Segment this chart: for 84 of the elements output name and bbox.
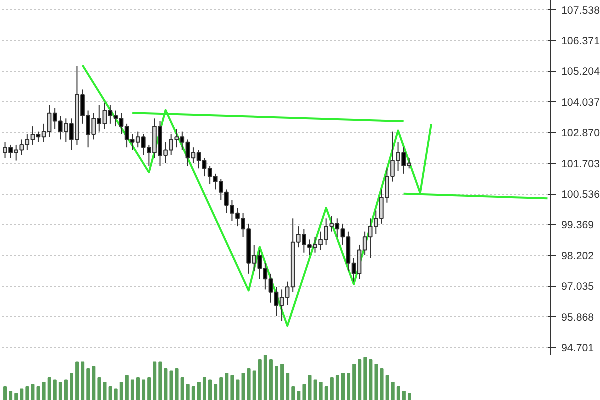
bar xyxy=(292,386,296,400)
bar xyxy=(269,360,273,400)
bar xyxy=(319,382,323,400)
bar xyxy=(275,366,279,400)
y-tick-label: 107.538 xyxy=(562,4,600,17)
bar xyxy=(48,378,52,400)
y-tick-label: 102.870 xyxy=(562,128,600,140)
bar xyxy=(364,357,368,400)
y-tick-label: 99.369 xyxy=(562,220,594,232)
bar xyxy=(114,388,118,400)
y-tick-label: 97.035 xyxy=(562,281,594,294)
bar xyxy=(324,386,328,400)
bar xyxy=(170,370,174,400)
bar xyxy=(31,384,35,400)
bar xyxy=(225,373,229,400)
bar xyxy=(280,364,284,400)
bar xyxy=(148,378,152,400)
bar xyxy=(186,384,190,400)
bar xyxy=(208,380,212,400)
bar xyxy=(158,362,162,400)
bar xyxy=(396,386,400,400)
bar xyxy=(64,380,68,400)
bar xyxy=(86,368,90,400)
bar xyxy=(374,364,378,400)
bar xyxy=(341,373,345,400)
bar xyxy=(230,375,234,400)
bar xyxy=(20,388,24,400)
bar xyxy=(408,393,412,400)
bar xyxy=(380,368,384,400)
bar xyxy=(302,384,306,400)
bar xyxy=(164,368,168,400)
bar xyxy=(214,384,218,400)
bar xyxy=(352,364,356,400)
bar xyxy=(369,360,373,400)
y-tick-label: 104.037 xyxy=(562,96,600,109)
bar xyxy=(358,360,362,400)
bar xyxy=(81,362,85,400)
bar xyxy=(142,380,146,400)
bar xyxy=(153,362,157,400)
y-tick-label: 100.536 xyxy=(562,189,600,202)
bar xyxy=(347,373,351,400)
bar xyxy=(242,373,246,400)
bar xyxy=(70,373,74,400)
bar xyxy=(42,382,46,400)
bar xyxy=(4,386,8,400)
bar xyxy=(9,391,13,400)
bar xyxy=(264,356,268,400)
bar xyxy=(330,378,334,400)
bar xyxy=(336,375,340,400)
bar xyxy=(58,382,62,400)
bar xyxy=(175,368,179,400)
bar xyxy=(202,378,206,400)
bar xyxy=(130,380,134,400)
bar xyxy=(247,368,251,400)
bar xyxy=(53,380,57,400)
bar xyxy=(220,378,224,400)
bar xyxy=(402,391,406,400)
bar xyxy=(192,386,196,400)
bar xyxy=(180,378,184,400)
bar xyxy=(125,375,129,400)
y-tick-label: 101.703 xyxy=(562,158,600,170)
bar xyxy=(252,370,256,400)
bar xyxy=(197,382,201,400)
bar xyxy=(386,375,390,400)
bar xyxy=(258,360,262,400)
bar xyxy=(14,393,18,400)
y-tick-label: 94.701 xyxy=(562,342,594,355)
y-tick-label: 95.868 xyxy=(562,312,594,324)
bar xyxy=(236,380,240,400)
bar xyxy=(314,380,318,400)
bar xyxy=(98,378,102,400)
y-tick-label: 106.371 xyxy=(562,35,600,48)
bar xyxy=(36,386,40,400)
bar xyxy=(286,373,290,400)
bar xyxy=(391,382,395,400)
bar xyxy=(92,366,96,400)
bar xyxy=(120,382,124,400)
y-tick-label: 98.202 xyxy=(562,250,594,262)
bar xyxy=(136,378,140,400)
bar xyxy=(26,386,30,400)
bar xyxy=(76,362,80,400)
y-tick-label: 105.204 xyxy=(562,66,600,78)
bar xyxy=(108,386,112,400)
bar xyxy=(297,391,301,400)
